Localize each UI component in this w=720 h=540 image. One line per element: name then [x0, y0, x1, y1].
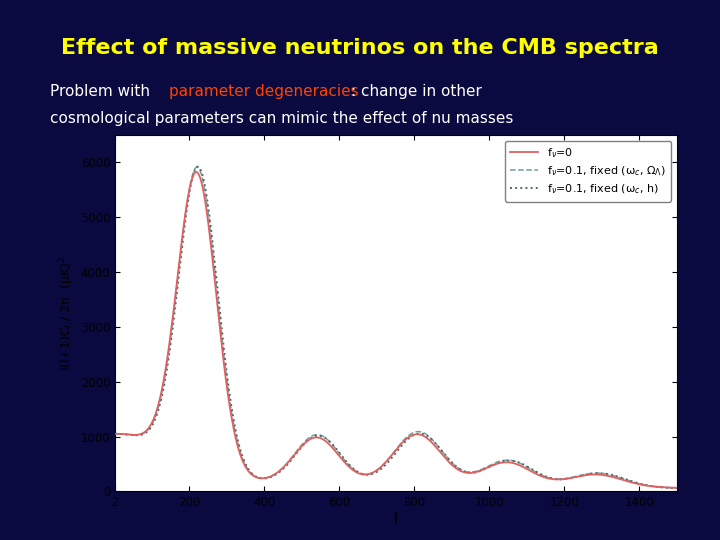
X-axis label: l: l — [394, 512, 398, 527]
Legend: f$_{\nu}$=0, f$_{\nu}$=0.1, fixed (ω$_c$, Ω$_\Lambda$), f$_{\nu}$=0.1, fixed (ω$: f$_{\nu}$=0, f$_{\nu}$=0.1, fixed (ω$_c$… — [505, 140, 671, 201]
Text: cosmological parameters can mimic the effect of nu masses: cosmological parameters can mimic the ef… — [50, 111, 514, 126]
Text: Effect of massive neutrinos on the CMB spectra: Effect of massive neutrinos on the CMB s… — [61, 38, 659, 58]
Text: : change in other: : change in other — [351, 84, 482, 99]
Text: Problem with: Problem with — [50, 84, 156, 99]
Text: parameter degeneracies: parameter degeneracies — [169, 84, 359, 99]
Y-axis label: l(l+1)C$_l$ / 2π  (μK)$^2$: l(l+1)C$_l$ / 2π (μK)$^2$ — [57, 256, 76, 370]
